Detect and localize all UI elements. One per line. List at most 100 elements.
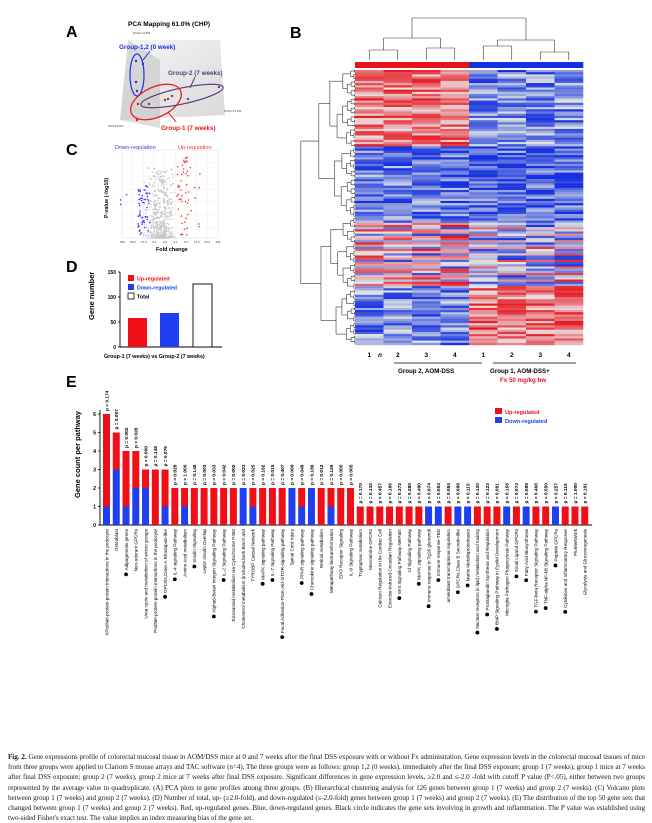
heatmap-cell [526, 100, 555, 103]
volcano-point [163, 232, 165, 235]
heatmap-cell [383, 203, 413, 206]
volcano-point [165, 227, 168, 229]
heatmap-cell [497, 76, 527, 79]
e-bar-down [503, 506, 511, 525]
volcano-point [157, 173, 160, 176]
heatmap-cell [383, 316, 413, 320]
volcano-point-down [147, 198, 149, 201]
heatmap-cell [497, 314, 527, 317]
heatmap-cell [383, 338, 413, 341]
heatmap-cell [355, 181, 384, 184]
heatmap-cell [526, 144, 555, 147]
volcano-point [158, 170, 160, 172]
heatmap-cell [526, 183, 555, 186]
growth-inflammation-dot-icon [260, 581, 265, 586]
heatmap-cell [355, 316, 384, 320]
heatmap-cell [469, 222, 498, 226]
volcano-x-tick: -66.3 [129, 240, 136, 244]
growth-inflammation-dot-icon [485, 612, 490, 617]
heatmap-cell [383, 185, 413, 189]
heatmap-cell [554, 128, 584, 132]
heatmap-cell [440, 74, 470, 77]
heatmap-cell [469, 334, 498, 337]
heatmap-cell [469, 336, 498, 339]
heatmap-cell [554, 144, 584, 147]
heatmap-cell [554, 200, 584, 204]
heatmap-cell [469, 253, 498, 256]
panel-letter-c: C [66, 142, 78, 159]
e-p-value: p = 0.002 [231, 464, 237, 485]
heatmap-cell [355, 340, 384, 344]
heatmap-cell [469, 312, 498, 315]
heatmap-cell [412, 126, 441, 130]
heatmap-cell [469, 179, 498, 182]
heatmap-cell [469, 113, 498, 117]
heatmap-cell [469, 303, 498, 306]
heatmap-cell [526, 126, 555, 130]
e-pathway-label: XPodNet-protein-protein interactions in … [104, 529, 109, 636]
volcano-point [152, 208, 155, 211]
heatmap-cell [440, 277, 470, 280]
heatmap-cell [469, 161, 498, 165]
e-bar-down [551, 506, 559, 525]
heatmap-cell [355, 107, 384, 110]
heatmap-cell [355, 133, 384, 136]
heatmap-cell [497, 334, 527, 337]
heatmap-cell [355, 94, 384, 97]
volcano-point [152, 174, 155, 177]
heatmap-cell [554, 183, 584, 186]
volcano-point-up [186, 227, 188, 230]
e-pathway-label: Exercise-induced Circadian Regulation [387, 529, 392, 609]
heatmap-cell [554, 283, 584, 287]
e-pathway-label: Urea cycle and metabolism of amino group… [143, 528, 148, 618]
volcano-point-down [138, 204, 141, 207]
volcano-point-down [137, 189, 140, 191]
heatmap-cell [440, 170, 470, 173]
heatmap-cell [412, 181, 441, 184]
e-pathway-label: PodNet-protein-protein interactions in t… [153, 529, 158, 633]
heatmap-cell [554, 157, 584, 160]
heatmap-cell [469, 192, 498, 195]
heatmap-cell [469, 207, 498, 210]
heatmap-cell [497, 124, 527, 127]
heatmap-cell [469, 89, 498, 93]
heatmap-cell [554, 235, 584, 239]
volcano-point [154, 234, 156, 236]
heatmap-cell [355, 155, 384, 158]
heatmap-cell [355, 211, 384, 215]
heatmap-cell [554, 251, 584, 254]
d-y-tick-label: 100 [108, 295, 117, 301]
volcano-x-ticks: -256 -66.3 -27.9 -6.2 -3.0 3.0 6.2 27.9 64.3 256 [119, 240, 221, 244]
volcano-point-down [143, 226, 146, 229]
heatmap-cell [469, 242, 498, 245]
e-bar-down [288, 488, 296, 525]
volcano-point [166, 188, 168, 191]
heatmap-cell [383, 142, 413, 145]
heatmap-cell [383, 214, 413, 217]
heatmap-cell [526, 290, 555, 293]
volcano-point-down [146, 195, 149, 198]
e-pathway-label: MAPK signaling pathway [417, 528, 422, 580]
heatmap-cell [469, 172, 498, 175]
heatmap-cell [440, 192, 470, 195]
heatmap-cell [412, 166, 441, 169]
heatmap-cell [554, 91, 584, 95]
d-legend-label: Up-regulated [137, 277, 170, 283]
e-pathway-label: PluriNetWork [573, 528, 578, 556]
volcano-point [147, 167, 149, 169]
volcano-point [169, 231, 171, 234]
heatmap-cell [497, 331, 527, 335]
growth-inflammation-dot-icon [416, 581, 421, 586]
volcano-point [163, 170, 165, 173]
heatmap-cell [554, 327, 584, 330]
heatmap-cell [355, 244, 384, 247]
e-y-label: Gene count per pathway [73, 410, 82, 498]
heatmap-cell [526, 74, 555, 77]
e-pathway-label: TNF-alpha NF-kB Signaling Pathway [544, 528, 549, 604]
heatmap-cell [497, 122, 527, 125]
heatmap-cell [469, 104, 498, 108]
volcano-point-down [146, 218, 149, 221]
e-p-value: p = 0.074 [426, 483, 432, 504]
heatmap-cell [412, 131, 441, 134]
heatmap-cell [355, 174, 384, 178]
